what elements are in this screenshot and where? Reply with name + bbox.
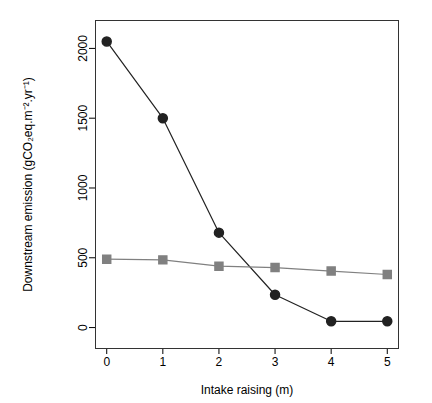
svg-text:5: 5 xyxy=(384,355,391,369)
svg-text:Intake raising (m): Intake raising (m) xyxy=(201,383,294,397)
svg-text:1000: 1000 xyxy=(76,174,90,201)
svg-text:500: 500 xyxy=(76,247,90,267)
svg-text:2: 2 xyxy=(216,355,223,369)
svg-text:0: 0 xyxy=(103,355,110,369)
svg-text:1500: 1500 xyxy=(76,105,90,132)
svg-text:2000: 2000 xyxy=(76,35,90,62)
svg-text:Downstream emission (gCO₂eq.m⁻: Downstream emission (gCO₂eq.m⁻².yr⁻¹) xyxy=(21,77,35,292)
svg-text:3: 3 xyxy=(272,355,279,369)
svg-text:0: 0 xyxy=(76,324,90,331)
svg-text:4: 4 xyxy=(328,355,335,369)
svg-text:1: 1 xyxy=(159,355,166,369)
